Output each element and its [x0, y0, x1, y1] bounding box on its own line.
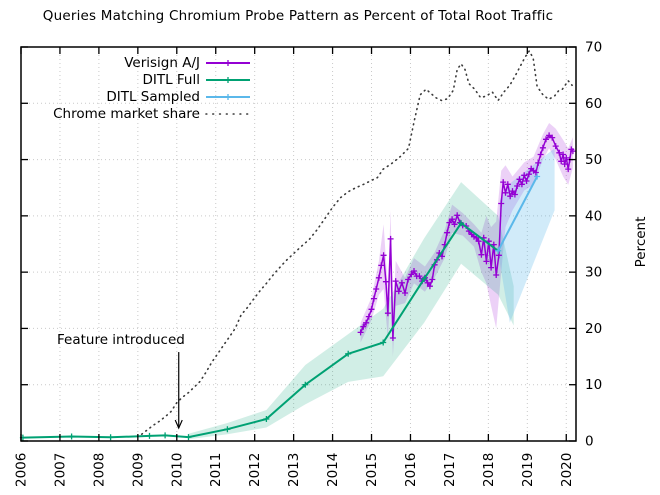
y-tick-label: 60 [585, 96, 602, 112]
y-tick-label: 0 [585, 434, 594, 450]
legend-label-verisign: Verisign A/J [124, 55, 200, 71]
x-tick-label: 2015 [364, 453, 380, 487]
legend-sample-marker-2 [225, 94, 231, 100]
x-tick-label: 2016 [403, 453, 419, 487]
x-tick-label: 2020 [559, 453, 575, 487]
x-tick-label: 2017 [442, 453, 458, 487]
x-tick-label: 2012 [247, 453, 263, 487]
y-tick-label: 70 [585, 40, 602, 56]
legend-label-ditl-full: DITL Full [142, 72, 200, 88]
x-tick-label: 2014 [325, 453, 341, 487]
x-tick-label: 2009 [130, 453, 146, 487]
annotation-arrow-head [174, 419, 183, 430]
plot-border [20, 46, 577, 442]
x-tick-label: 2006 [14, 453, 30, 487]
y-tick-label: 50 [585, 152, 602, 168]
y-tick-label: 20 [585, 321, 602, 337]
x-tick-label: 2019 [520, 453, 536, 487]
y-tick-label: 10 [585, 377, 602, 393]
series-markers-ditl-sampled [495, 173, 541, 254]
x-tick-label: 2011 [208, 453, 224, 487]
series-line-ditl-sampled [497, 176, 538, 252]
confidence-band-ditl-full [188, 182, 514, 440]
y-tick-label: 40 [585, 208, 602, 224]
legend-sample-marker-1 [225, 77, 231, 83]
series-markers-ditl-full [19, 220, 502, 441]
x-tick-label: 2013 [286, 453, 302, 487]
x-tick-label: 2008 [91, 453, 107, 487]
x-tick-label: 2007 [52, 453, 68, 487]
y-axis-title: Percent [633, 216, 649, 268]
chart-title: Queries Matching Chromium Probe Pattern … [42, 8, 554, 24]
feature-introduced-annotation: Feature introduced [57, 332, 185, 348]
series-line-ditl-full [22, 222, 499, 439]
x-tick-label: 2010 [169, 453, 185, 487]
x-tick-label: 2018 [481, 453, 497, 487]
series-line-chrome-market-share [140, 49, 573, 436]
legend-sample-marker-0 [225, 60, 231, 66]
legend-label-chrome-share: Chrome market share [53, 106, 200, 122]
y-tick-label: 30 [585, 265, 602, 281]
legend-label-ditl-sampled: DITL Sampled [106, 89, 200, 105]
